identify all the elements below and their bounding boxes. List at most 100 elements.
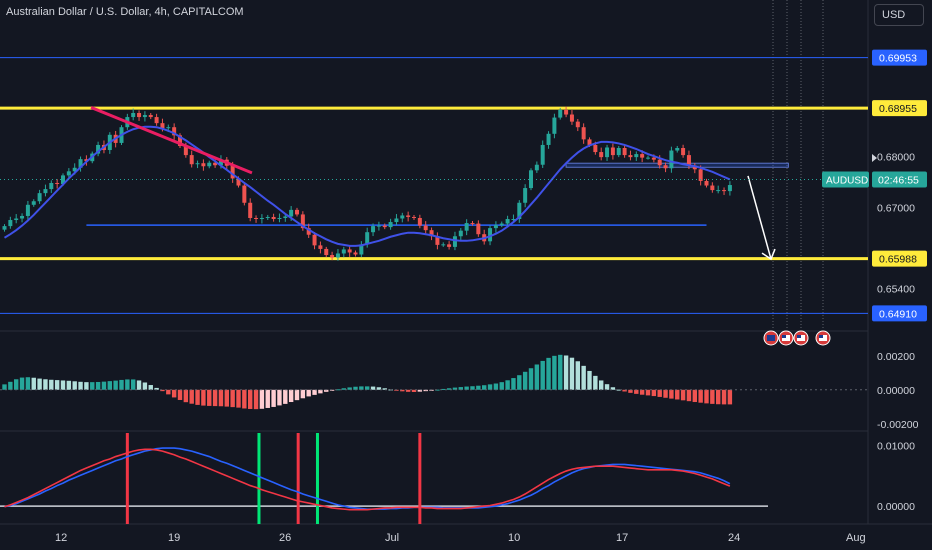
candle[interactable]	[493, 225, 498, 229]
candle[interactable]	[464, 223, 469, 231]
histogram-bar[interactable]	[341, 388, 346, 390]
candle[interactable]	[435, 236, 440, 245]
candle[interactable]	[25, 204, 30, 216]
candle[interactable]	[154, 117, 159, 124]
histogram-bar[interactable]	[312, 389, 317, 395]
candle[interactable]	[447, 244, 452, 247]
trendline[interactable]	[90, 106, 253, 175]
histogram-bar[interactable]	[639, 389, 645, 395]
candle[interactable]	[300, 214, 305, 229]
histogram-bar[interactable]	[171, 389, 177, 398]
histogram-bar[interactable]	[136, 380, 142, 390]
candle[interactable]	[8, 220, 13, 227]
histogram-bar[interactable]	[101, 381, 107, 390]
histogram-bar[interactable]	[417, 389, 423, 392]
histogram-bar[interactable]	[253, 389, 259, 410]
candle[interactable]	[622, 147, 627, 156]
candle[interactable]	[172, 127, 177, 136]
histogram-bar[interactable]	[628, 389, 633, 393]
histogram-bar[interactable]	[657, 389, 662, 397]
candle[interactable]	[20, 215, 25, 219]
candle[interactable]	[195, 163, 200, 165]
histogram-bar[interactable]	[125, 379, 130, 390]
histogram-bar[interactable]	[160, 389, 165, 392]
histogram-bar[interactable]	[288, 389, 294, 403]
countdown-badge[interactable]	[872, 171, 927, 188]
candle[interactable]	[523, 188, 528, 203]
price-badge[interactable]	[872, 250, 927, 267]
candle[interactable]	[558, 109, 563, 118]
candle[interactable]	[610, 147, 615, 156]
histogram-bar[interactable]	[154, 387, 159, 390]
histogram-bar[interactable]	[517, 375, 522, 390]
histogram-bar[interactable]	[66, 380, 72, 390]
histogram-bar[interactable]	[183, 389, 189, 403]
candle[interactable]	[581, 127, 586, 140]
candle[interactable]	[704, 180, 709, 186]
candle[interactable]	[669, 150, 674, 169]
candle[interactable]	[540, 144, 545, 165]
candle[interactable]	[587, 139, 592, 145]
candle[interactable]	[470, 223, 475, 225]
histogram-bar[interactable]	[441, 388, 446, 390]
histogram-bar[interactable]	[324, 389, 329, 392]
histogram-bar[interactable]	[43, 379, 48, 390]
histogram-bar[interactable]	[593, 375, 598, 390]
histogram-bar[interactable]	[271, 389, 276, 407]
resistance-zone[interactable]	[565, 162, 789, 168]
candle[interactable]	[400, 215, 405, 219]
histogram-bar[interactable]	[645, 389, 651, 396]
symbol-badge[interactable]	[822, 171, 869, 188]
histogram-bar[interactable]	[212, 389, 218, 407]
histogram-bar[interactable]	[265, 389, 270, 408]
histogram-bar[interactable]	[669, 389, 674, 399]
histogram-bar[interactable]	[84, 382, 89, 390]
histogram-bar[interactable]	[294, 389, 300, 401]
candle[interactable]	[66, 171, 71, 176]
histogram-bar[interactable]	[563, 355, 569, 390]
candle[interactable]	[78, 159, 83, 168]
histogram-bar[interactable]	[119, 379, 124, 390]
candle[interactable]	[476, 223, 481, 235]
histogram-bar[interactable]	[675, 389, 680, 400]
candle[interactable]	[248, 202, 253, 218]
histogram-bar[interactable]	[218, 389, 224, 407]
histogram-bar[interactable]	[142, 382, 148, 390]
histogram-bar[interactable]	[37, 378, 42, 390]
histogram-bar[interactable]	[698, 389, 703, 403]
candle[interactable]	[692, 165, 697, 170]
histogram-bar[interactable]	[54, 380, 60, 390]
histogram-bar[interactable]	[452, 387, 458, 390]
histogram-bar[interactable]	[207, 389, 212, 406]
candle[interactable]	[657, 159, 662, 166]
candle[interactable]	[698, 169, 703, 181]
histogram-bar[interactable]	[476, 385, 481, 390]
histogram-bar[interactable]	[195, 389, 200, 405]
candle[interactable]	[365, 232, 370, 245]
histogram-bar[interactable]	[107, 381, 112, 390]
histogram-bar[interactable]	[423, 389, 428, 392]
histogram-bar[interactable]	[382, 388, 387, 390]
histogram-bar[interactable]	[634, 389, 639, 394]
candle[interactable]	[131, 113, 136, 118]
candle[interactable]	[72, 167, 77, 172]
candle[interactable]	[160, 123, 165, 129]
candle[interactable]	[49, 182, 54, 190]
candle[interactable]	[218, 159, 223, 166]
histogram-bar[interactable]	[522, 371, 528, 390]
histogram-bar[interactable]	[704, 389, 709, 404]
histogram-bar[interactable]	[686, 389, 692, 402]
candle[interactable]	[605, 147, 610, 158]
histogram-bar[interactable]	[78, 381, 83, 390]
flag-us-icon[interactable]	[815, 330, 831, 346]
candle[interactable]	[564, 109, 569, 115]
candle[interactable]	[499, 223, 504, 226]
candle[interactable]	[335, 253, 340, 258]
histogram-bar[interactable]	[663, 389, 668, 398]
histogram-bar[interactable]	[166, 389, 171, 395]
histogram-bar[interactable]	[95, 381, 101, 390]
histogram-bar[interactable]	[259, 389, 265, 409]
histogram-bar[interactable]	[546, 357, 551, 390]
candle[interactable]	[148, 115, 153, 118]
